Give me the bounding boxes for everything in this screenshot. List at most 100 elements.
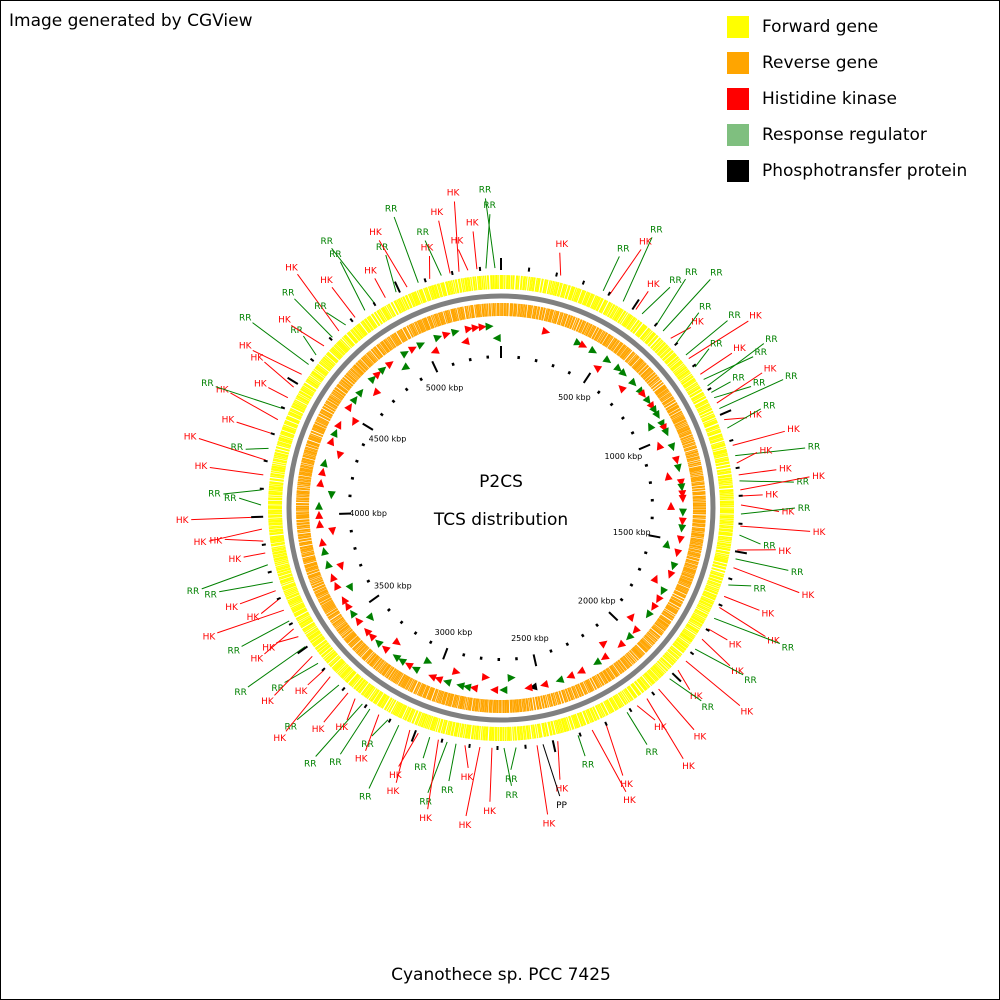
reverse-gene-mark xyxy=(313,586,327,594)
reverse-gene-mark xyxy=(302,455,316,461)
forward-gene-mark xyxy=(717,536,732,541)
forward-gene-mark xyxy=(286,416,300,424)
forward-gene-mark xyxy=(424,714,431,729)
forward-gene-mark xyxy=(683,378,696,388)
forward-gene-mark xyxy=(615,693,625,707)
reverse-gene-mark xyxy=(660,614,672,623)
forward-gene-mark xyxy=(380,307,389,321)
legend-label-phosphotransfer-protein: Phosphotransfer protein xyxy=(762,161,968,181)
forward-gene-mark xyxy=(424,287,431,302)
forward-gene-mark xyxy=(296,394,310,403)
reverse-gene-mark xyxy=(688,465,702,470)
reverse-gene-mark xyxy=(304,562,318,568)
forward-gene-mark xyxy=(278,439,292,445)
reverse-gene-mark xyxy=(306,442,320,448)
reverse-gene-mark xyxy=(305,446,318,452)
forward-gene-mark xyxy=(693,610,707,619)
reverse-gene-mark xyxy=(442,691,448,705)
reverse-gene-mark xyxy=(374,346,384,358)
reverse-gene-mark xyxy=(692,520,706,523)
reverse-gene-mark xyxy=(632,358,643,369)
forward-gene-mark xyxy=(646,670,657,683)
forward-gene-mark xyxy=(404,295,412,309)
reverse-gene-mark xyxy=(399,329,408,342)
gene-label-hk: HK xyxy=(312,725,326,735)
reverse-gene-mark xyxy=(368,654,379,666)
forward-gene-mark xyxy=(270,472,285,477)
reverse-gene-mark xyxy=(394,332,403,345)
reverse-gene-mark xyxy=(475,698,479,712)
reverse-gene-mark xyxy=(439,311,445,325)
reverse-gene-mark xyxy=(654,621,667,631)
reverse-gene-mark xyxy=(378,343,388,355)
reverse-gene-mark xyxy=(532,697,536,711)
reverse-gene-mark xyxy=(691,528,705,531)
reverse-gene-mark xyxy=(569,316,576,330)
reverse-gene-mark xyxy=(307,571,321,577)
forward-gene-mark xyxy=(291,405,305,414)
forward-gene-mark xyxy=(522,725,526,740)
forward-gene-mark xyxy=(353,677,364,689)
reverse-gene-mark xyxy=(305,564,319,571)
forward-gene-mark xyxy=(364,318,375,331)
forward-gene-mark xyxy=(699,408,713,416)
forward-gene-mark xyxy=(427,286,434,301)
kbp-tick xyxy=(648,481,653,485)
forward-gene-mark xyxy=(315,366,328,376)
gene-leader-line xyxy=(701,638,731,667)
reverse-gene-mark xyxy=(323,604,336,612)
kbp-tick xyxy=(595,623,599,628)
reverse-gene-mark xyxy=(386,337,395,349)
reverse-gene-mark xyxy=(318,414,331,422)
reverse-gene-mark xyxy=(640,366,651,377)
forward-gene-mark xyxy=(567,286,574,300)
forward-gene-mark xyxy=(711,444,726,450)
gene-label-hk: HK xyxy=(203,633,217,643)
forward-gene-mark xyxy=(652,664,664,676)
forward-gene-mark xyxy=(626,686,636,699)
reverse-gene-mark xyxy=(307,437,321,444)
reverse-gene-mark xyxy=(671,414,684,422)
forward-gene-mark xyxy=(271,466,286,471)
forward-gene-mark xyxy=(340,666,352,679)
tcs-feature-hk xyxy=(341,596,350,606)
reverse-gene-mark xyxy=(521,698,524,712)
reverse-gene-mark xyxy=(426,686,433,700)
gene-leader-line xyxy=(605,723,624,776)
reverse-gene-mark xyxy=(626,652,636,664)
gene-leader-line xyxy=(577,735,586,757)
reverse-gene-mark xyxy=(521,304,524,318)
reverse-gene-mark xyxy=(446,309,452,323)
forward-gene-mark xyxy=(708,577,723,583)
tcs-feature-hk xyxy=(566,671,576,679)
reverse-gene-mark xyxy=(655,620,668,630)
forward-gene-mark xyxy=(269,535,284,540)
reverse-gene-mark xyxy=(371,348,381,360)
forward-gene-mark xyxy=(546,280,551,295)
gene-label-hk: HK xyxy=(733,344,747,354)
gene-leader-line xyxy=(230,392,279,421)
forward-gene-mark xyxy=(702,591,717,599)
reverse-gene-mark xyxy=(299,544,313,549)
tcs-feature-hk xyxy=(678,494,687,503)
genome-backbone xyxy=(286,293,716,723)
reverse-gene-mark xyxy=(343,375,355,385)
reverse-gene-mark xyxy=(362,649,372,660)
reverse-gene-mark xyxy=(303,450,317,456)
reverse-gene-mark xyxy=(600,332,609,345)
reverse-gene-mark xyxy=(512,303,516,317)
tcs-feature-rr xyxy=(392,654,402,663)
forward-gene-mark xyxy=(334,343,346,355)
forward-gene-mark xyxy=(719,491,734,494)
reverse-gene-mark xyxy=(677,581,691,589)
reverse-gene-mark xyxy=(305,444,319,450)
forward-gene-mark xyxy=(369,689,379,702)
tcs-feature-hk xyxy=(384,361,394,370)
forward-gene-mark xyxy=(710,438,724,444)
forward-gene-mark xyxy=(462,278,466,293)
reverse-gene-mark xyxy=(516,699,519,713)
forward-gene-mark xyxy=(652,665,663,677)
reverse-gene-mark xyxy=(299,467,313,472)
forward-gene-mark xyxy=(662,655,674,666)
